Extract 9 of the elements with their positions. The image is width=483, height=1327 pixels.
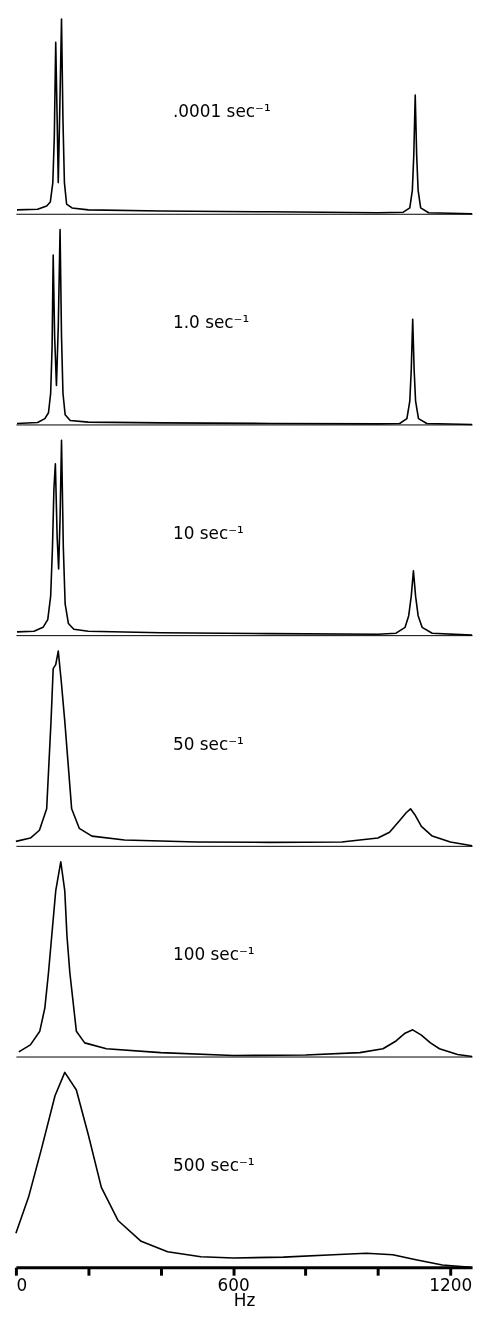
- x-axis-title: Hz: [233, 1290, 256, 1311]
- text: 10 sec⁻¹: [172, 522, 244, 543]
- x-tick-label: 1200: [429, 1274, 473, 1295]
- text: 1.0 sec⁻¹: [172, 312, 250, 333]
- x-tick-label: 0: [16, 1274, 28, 1295]
- text: 100 sec⁻¹: [172, 944, 255, 965]
- text: 50 sec⁻¹: [172, 733, 244, 754]
- text: .0001 sec⁻¹: [172, 101, 271, 122]
- text: 500 sec⁻¹: [172, 1154, 255, 1175]
